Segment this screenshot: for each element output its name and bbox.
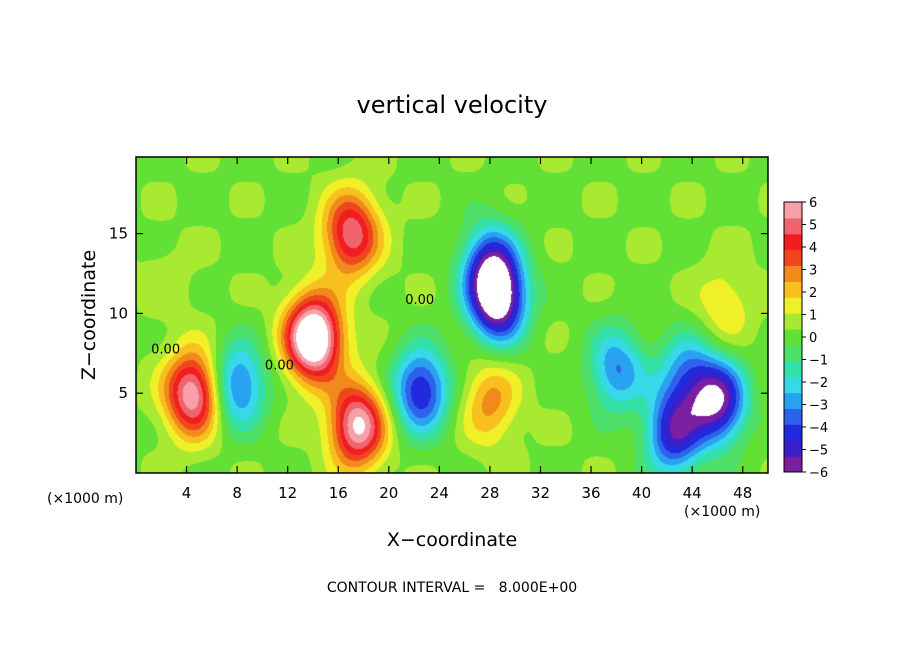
colorbar: 6 5 4 3 2 1 0 −1 −2 −3 −4 −5 −6 — [783, 196, 828, 481]
y-axis-ticks: 5 10 15 — [109, 225, 768, 402]
colorbar-tick-label: −6 — [809, 466, 828, 481]
colorbar-tick-label: −4 — [809, 421, 828, 436]
colorbar-segment — [784, 202, 802, 219]
heatmap-field — [136, 157, 768, 473]
contour-interval-footer: CONTOUR INTERVAL = 8.000E+00 — [327, 580, 577, 596]
colorbar-segment — [784, 344, 802, 362]
colorbar-tick-label: −1 — [809, 354, 828, 369]
contour-labels: 0.00 0.00 0.00 — [151, 293, 434, 373]
x-axis-label: X−coordinate — [387, 529, 517, 551]
colorbar-segment — [784, 424, 802, 441]
colorbar-segment — [784, 249, 802, 267]
x-tick-label: 20 — [379, 484, 398, 502]
x-tick-label: 24 — [430, 484, 449, 502]
colorbar-tick-label: 2 — [809, 286, 817, 301]
colorbar-tick-label: −5 — [809, 444, 828, 459]
plot-area: 0.000.000.00 4 8 12 16 20 24 28 32 36 40 44 48 5101… — [109, 156, 769, 502]
x-tick-label: 44 — [683, 484, 702, 502]
x-tick-label: 4 — [182, 484, 192, 502]
colorbar-segment — [784, 265, 802, 282]
colorbar-segment — [784, 440, 802, 457]
chart-title: vertical velocity — [357, 91, 548, 119]
colorbar-segment — [784, 297, 802, 314]
x-tick-label: 28 — [480, 484, 499, 502]
x-tick-label: 16 — [329, 484, 348, 502]
colorbar-tick-label: −2 — [809, 376, 828, 391]
y-axis-label: Z−coordinate — [78, 250, 100, 380]
x-axis-ticks: 4 8 12 16 20 24 28 32 36 40 44 48 — [182, 157, 752, 502]
colorbar-tick-label: 5 — [809, 219, 817, 234]
colorbar-tick-label: 1 — [809, 309, 817, 324]
x-tick-label: 48 — [733, 484, 752, 502]
x-tick-label: 8 — [232, 484, 242, 502]
x-unit-right: (×1000 m) — [684, 504, 760, 520]
colorbar-segment — [784, 360, 802, 378]
colorbar-segment — [784, 329, 802, 346]
colorbar-segment — [784, 313, 802, 330]
colorbar-segment — [784, 281, 802, 298]
x-tick-label: 32 — [531, 484, 550, 502]
contour-label: 0.00 — [151, 342, 180, 357]
contour-label: 0.00 — [265, 358, 294, 373]
colorbar-tick-label: 3 — [809, 264, 817, 279]
colorbar-segment — [784, 408, 802, 425]
x-tick-label: 36 — [581, 484, 600, 502]
contour-label: 0.00 — [405, 293, 434, 308]
colorbar-segment — [784, 456, 802, 473]
x-tick-label: 12 — [278, 484, 297, 502]
y-tick-label: 15 — [109, 225, 128, 243]
colorbar-tick-label: −3 — [809, 399, 828, 414]
x-unit-left: (×1000 m) — [47, 491, 123, 507]
colorbar-segment — [784, 217, 802, 235]
colorbar-segment — [784, 233, 802, 251]
plot-frame — [135, 156, 769, 474]
colorbar-tick-label: 4 — [809, 241, 817, 256]
y-tick-label: 5 — [118, 384, 128, 402]
y-tick-label: 10 — [109, 304, 128, 322]
colorbar-tick-label: 6 — [809, 196, 817, 211]
x-tick-label: 40 — [632, 484, 651, 502]
colorbar-tick-label: 0 — [809, 331, 817, 346]
colorbar-segment — [784, 392, 802, 409]
colorbar-segment — [784, 376, 802, 394]
